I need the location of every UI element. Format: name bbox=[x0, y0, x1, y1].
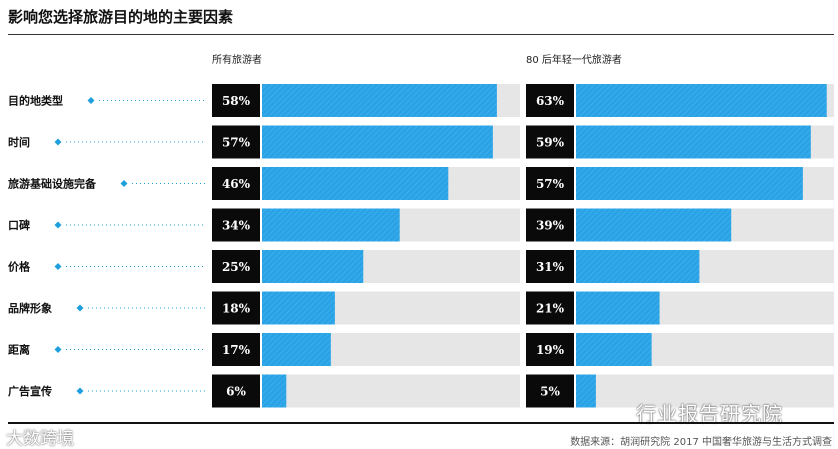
bar bbox=[262, 291, 335, 325]
leader-diamond-icon bbox=[76, 387, 84, 395]
bar bbox=[576, 125, 811, 159]
value-label: 57% bbox=[536, 177, 565, 191]
bar bbox=[262, 250, 364, 283]
value-label: 34% bbox=[222, 219, 251, 233]
value-label-box bbox=[212, 84, 260, 117]
value-label: 63% bbox=[536, 94, 565, 108]
value-label-box bbox=[212, 208, 260, 242]
value-label-box bbox=[212, 250, 260, 283]
bottom-divider bbox=[8, 422, 834, 424]
source-note: 数据来源：胡润研究院 2017 中国奢华旅游与生活方式调查 bbox=[570, 437, 832, 448]
leader-diamond-icon bbox=[76, 304, 84, 312]
category-label: 价格 bbox=[8, 260, 31, 274]
leader-diamond-icon bbox=[87, 97, 95, 104]
category-label: 广告宣传 bbox=[8, 384, 52, 398]
bar bbox=[576, 291, 660, 325]
bar bbox=[576, 250, 700, 283]
leader-diamond-icon bbox=[54, 263, 62, 270]
bar bbox=[262, 167, 449, 200]
bar-track bbox=[576, 374, 834, 408]
series-label-post80s-travelers: 80 后年轻一代旅游者 bbox=[526, 55, 622, 66]
value-label: 18% bbox=[222, 302, 251, 316]
bar bbox=[576, 167, 803, 200]
value-label-box bbox=[526, 333, 574, 366]
value-label-box bbox=[212, 167, 260, 200]
bar bbox=[262, 374, 287, 408]
value-label: 5% bbox=[540, 385, 560, 399]
bar bbox=[262, 333, 331, 366]
bar bbox=[576, 84, 827, 117]
value-label-box bbox=[212, 125, 260, 159]
value-label: 46% bbox=[222, 177, 251, 191]
chart-title: 影响您选择旅游目的地的主要因素 bbox=[8, 8, 234, 26]
category-label: 时间 bbox=[8, 135, 30, 149]
value-label-box bbox=[526, 374, 574, 408]
value-label: 19% bbox=[536, 343, 565, 357]
bar bbox=[262, 84, 497, 117]
leader-diamond-icon bbox=[54, 221, 62, 229]
value-label: 6% bbox=[226, 385, 246, 399]
watermark-left: 大数跨境 bbox=[6, 429, 74, 449]
series-label-all-travelers: 所有旅游者 bbox=[212, 55, 262, 66]
value-label-box bbox=[212, 374, 260, 408]
bar-track bbox=[262, 374, 520, 408]
value-label-box bbox=[526, 125, 574, 159]
value-label-box bbox=[212, 291, 260, 325]
value-label-box bbox=[526, 208, 574, 242]
value-label-box bbox=[526, 291, 574, 325]
bar bbox=[262, 208, 400, 242]
value-label: 17% bbox=[222, 343, 251, 357]
bar bbox=[576, 333, 652, 366]
value-label: 39% bbox=[536, 219, 565, 233]
category-label: 口碑 bbox=[8, 218, 30, 232]
category-label: 目的地类型 bbox=[8, 94, 63, 108]
value-label: 57% bbox=[222, 136, 251, 150]
leader-diamond-icon bbox=[54, 138, 62, 146]
category-label: 距离 bbox=[8, 343, 30, 357]
value-label-box bbox=[526, 167, 574, 200]
bar bbox=[262, 125, 493, 159]
bar bbox=[576, 208, 732, 242]
value-label: 58% bbox=[222, 94, 251, 108]
value-label-box bbox=[526, 84, 574, 117]
value-label-box bbox=[526, 250, 574, 283]
value-label: 31% bbox=[536, 260, 565, 274]
bar bbox=[576, 374, 596, 408]
value-label: 25% bbox=[222, 260, 251, 274]
value-label: 21% bbox=[536, 302, 565, 316]
leader-diamond-icon bbox=[54, 346, 62, 353]
title-divider bbox=[8, 34, 834, 35]
value-label-box bbox=[212, 333, 260, 366]
leader-diamond-icon bbox=[120, 180, 128, 187]
value-label: 59% bbox=[536, 136, 565, 150]
category-label: 品牌形象 bbox=[8, 301, 52, 315]
category-label: 旅游基础设施完备 bbox=[8, 177, 97, 191]
